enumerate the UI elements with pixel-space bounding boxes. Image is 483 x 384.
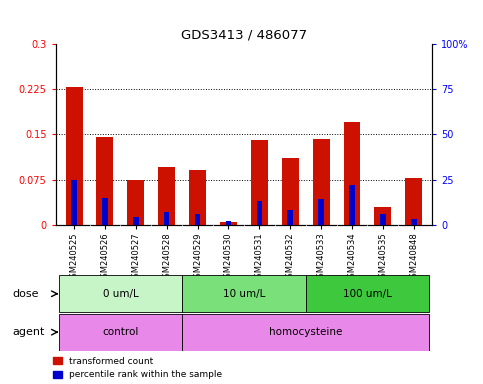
Text: agent: agent [12,327,44,337]
Legend: transformed count, percentile rank within the sample: transformed count, percentile rank withi… [53,357,222,379]
Bar [282,159,298,225]
Bar [58,275,182,312]
Text: GSM240534: GSM240534 [347,232,356,283]
Bar [287,210,293,225]
Text: GSM240532: GSM240532 [286,232,295,283]
Bar [405,178,422,225]
Bar [66,88,83,225]
Bar [374,207,391,225]
Bar [313,139,329,225]
Text: GSM240528: GSM240528 [162,232,171,283]
Bar [380,214,385,225]
Text: GSM240533: GSM240533 [317,232,326,283]
Text: homocysteine: homocysteine [269,327,342,337]
Text: GSM240529: GSM240529 [193,232,202,283]
Title: GDS3413 / 486077: GDS3413 / 486077 [181,28,307,41]
Text: GSM240526: GSM240526 [100,232,110,283]
Bar [158,167,175,225]
Bar [195,214,200,225]
Bar [256,201,262,225]
Bar [182,275,306,312]
Bar [128,180,144,225]
Bar [182,314,429,351]
Bar [97,137,114,225]
Text: control: control [102,327,139,337]
Text: GSM240525: GSM240525 [70,232,79,283]
Bar [189,170,206,225]
Text: GSM240527: GSM240527 [131,232,141,283]
Bar [343,122,360,225]
Text: 0 um/L: 0 um/L [102,289,138,299]
Bar [220,222,237,225]
Bar [349,185,355,225]
Text: 10 um/L: 10 um/L [223,289,265,299]
Text: GSM240531: GSM240531 [255,232,264,283]
Bar [102,198,108,225]
Text: 100 um/L: 100 um/L [343,289,392,299]
Bar [411,219,416,225]
Bar [251,141,268,225]
Bar [306,275,429,312]
Bar [226,221,231,225]
Bar [133,217,139,225]
Bar [318,199,324,225]
Bar [71,180,77,225]
Bar [164,212,170,225]
Bar [58,314,182,351]
Text: GSM240848: GSM240848 [409,232,418,283]
Text: GSM240535: GSM240535 [378,232,387,283]
Text: GSM240530: GSM240530 [224,232,233,283]
Text: dose: dose [12,289,39,299]
